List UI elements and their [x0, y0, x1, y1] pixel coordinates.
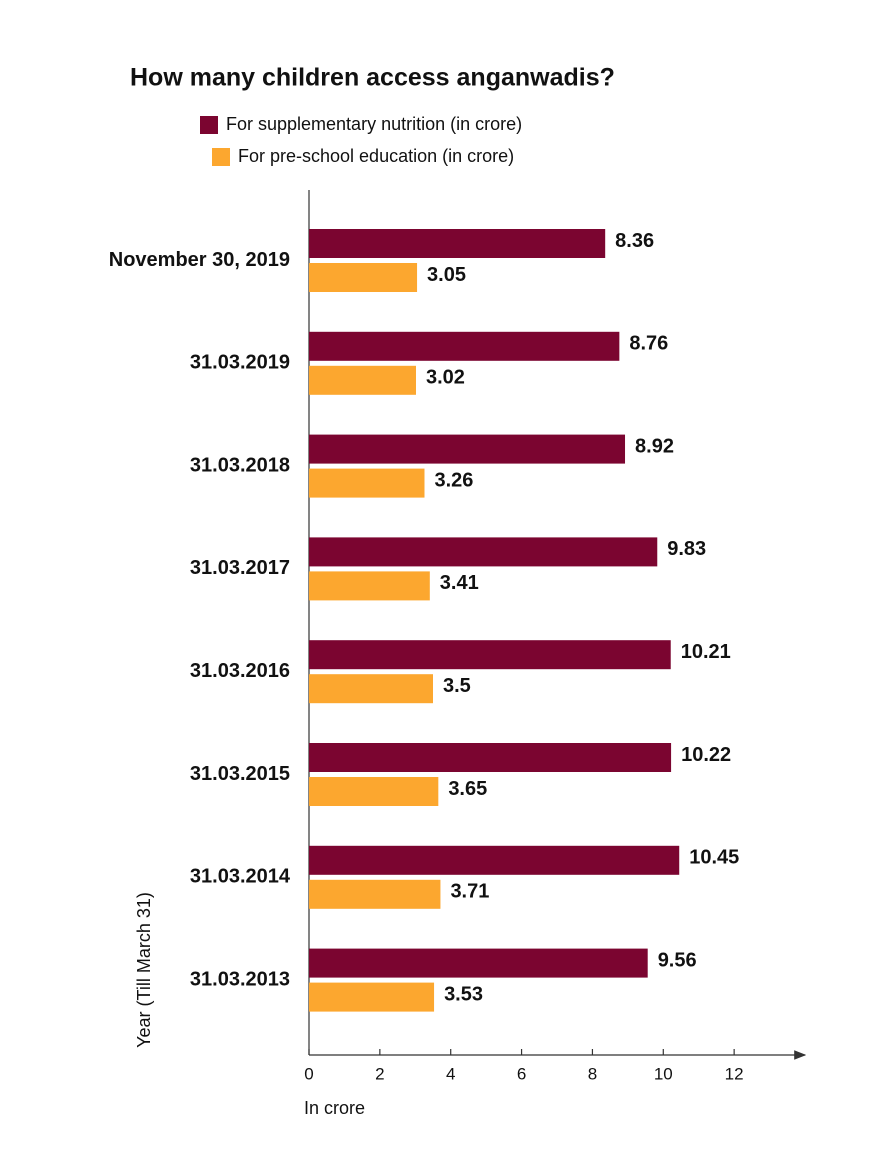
x-tick-label: 4 [446, 1064, 455, 1083]
bar [309, 777, 439, 806]
x-tick-label: 10 [654, 1064, 673, 1083]
legend-label: For supplementary nutrition (in crore) [226, 114, 522, 134]
legend-label: For pre-school education (in crore) [238, 146, 514, 166]
bar [309, 263, 418, 292]
bar [309, 571, 430, 601]
bar [309, 879, 441, 909]
bar [309, 468, 425, 498]
data-label: 3.05 [427, 264, 466, 286]
x-tick-label: 2 [375, 1064, 384, 1083]
y-tick-label: 31.03.2014 [190, 866, 291, 888]
x-tick-label: 12 [725, 1064, 744, 1083]
bar [309, 365, 416, 395]
data-label: 8.92 [635, 435, 674, 457]
bar [309, 845, 680, 875]
bar [309, 948, 648, 978]
bar [309, 674, 433, 704]
legend-swatch [200, 116, 218, 134]
data-label: 3.5 [443, 675, 471, 697]
chart-title: How many children access anganwadis? [130, 64, 615, 92]
x-axis-label: In crore [304, 1098, 365, 1118]
bar [309, 331, 620, 361]
x-tick-label: 6 [517, 1064, 526, 1083]
y-tick-label: 31.03.2016 [190, 660, 290, 682]
y-tick-label: 31.03.2017 [190, 557, 290, 579]
bar [309, 434, 626, 464]
y-tick-label: 31.03.2015 [190, 763, 290, 785]
bar [309, 640, 671, 670]
bar [309, 537, 658, 567]
data-label: 9.83 [667, 538, 706, 560]
data-label: 10.22 [681, 744, 731, 766]
data-label: 10.45 [689, 847, 739, 869]
data-label: 9.56 [658, 949, 697, 971]
data-label: 3.71 [450, 881, 489, 903]
bar [309, 743, 672, 772]
data-label: 3.26 [434, 469, 473, 491]
data-label: 3.02 [426, 367, 465, 389]
bar [309, 229, 606, 258]
x-tick-label: 0 [304, 1064, 313, 1083]
y-tick-label: 31.03.2018 [190, 454, 290, 476]
data-label: 8.76 [629, 333, 668, 355]
y-tick-label: 31.03.2019 [190, 352, 290, 374]
y-tick-label: November 30, 2019 [109, 249, 290, 271]
data-label: 3.65 [448, 778, 487, 800]
bar [309, 982, 435, 1012]
legend-swatch [212, 148, 230, 166]
data-label: 3.53 [444, 983, 483, 1005]
data-label: 3.41 [440, 572, 479, 594]
data-label: 10.21 [681, 641, 731, 663]
data-label: 8.36 [615, 230, 654, 252]
x-tick-label: 8 [588, 1064, 597, 1083]
y-tick-label: 31.03.2013 [190, 968, 290, 990]
y-axis-label: Year (Till March 31) [134, 892, 154, 1048]
